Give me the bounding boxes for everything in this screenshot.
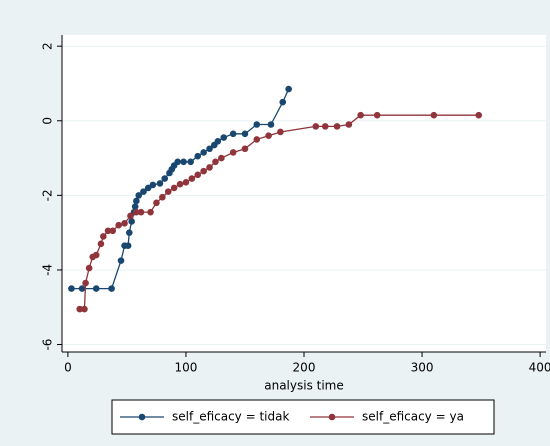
point bbox=[333, 123, 341, 130]
point bbox=[312, 123, 320, 130]
x-tick-label: 300 bbox=[411, 361, 434, 375]
point bbox=[127, 212, 134, 220]
point bbox=[81, 305, 88, 313]
point bbox=[128, 218, 135, 225]
point bbox=[180, 158, 187, 166]
point bbox=[430, 111, 438, 119]
point bbox=[206, 164, 213, 171]
point bbox=[265, 132, 272, 139]
point bbox=[147, 208, 154, 216]
point bbox=[144, 184, 152, 192]
point bbox=[253, 121, 261, 128]
point bbox=[135, 192, 143, 199]
point bbox=[170, 184, 178, 192]
point bbox=[153, 199, 160, 207]
point bbox=[109, 227, 117, 235]
point bbox=[279, 98, 287, 106]
point bbox=[200, 167, 207, 175]
point bbox=[194, 152, 202, 160]
legend-label: self_eficacy = ya bbox=[362, 410, 464, 424]
point bbox=[76, 305, 84, 313]
point bbox=[97, 240, 105, 248]
point bbox=[267, 121, 275, 128]
point bbox=[357, 111, 364, 119]
point bbox=[218, 154, 225, 162]
point bbox=[285, 85, 292, 93]
point bbox=[220, 134, 228, 141]
legend bbox=[111, 399, 495, 435]
x-axis-label: analysis time bbox=[264, 379, 344, 393]
point bbox=[92, 251, 100, 259]
point bbox=[100, 233, 107, 240]
point bbox=[164, 188, 172, 195]
y-tick-label: 0 bbox=[41, 117, 55, 125]
legend-marker bbox=[328, 413, 336, 421]
point bbox=[176, 180, 184, 188]
point bbox=[68, 285, 75, 292]
x-tick-label: 200 bbox=[293, 361, 316, 375]
y-tick-label: -2 bbox=[41, 189, 55, 201]
point bbox=[140, 188, 147, 195]
point bbox=[137, 208, 145, 216]
point bbox=[133, 208, 140, 216]
y-tick-label: -6 bbox=[41, 339, 55, 351]
point bbox=[214, 137, 222, 145]
point bbox=[131, 203, 139, 210]
plot-area bbox=[62, 35, 546, 352]
point bbox=[108, 285, 115, 292]
point bbox=[206, 145, 213, 153]
point bbox=[124, 242, 132, 250]
point bbox=[200, 149, 207, 156]
point bbox=[373, 111, 381, 119]
point bbox=[212, 158, 219, 166]
point bbox=[253, 136, 261, 143]
point bbox=[133, 197, 140, 205]
point bbox=[229, 149, 237, 156]
point bbox=[241, 130, 249, 138]
point bbox=[321, 123, 329, 130]
point bbox=[149, 181, 157, 189]
point bbox=[277, 128, 284, 136]
point bbox=[194, 171, 202, 179]
point bbox=[475, 111, 483, 119]
point bbox=[187, 158, 194, 166]
point bbox=[182, 179, 190, 186]
point bbox=[161, 175, 169, 182]
point bbox=[117, 257, 125, 264]
point bbox=[78, 285, 86, 292]
point bbox=[229, 130, 237, 138]
point bbox=[92, 285, 100, 292]
y-tick-label: 2 bbox=[41, 42, 55, 50]
x-tick-label: 100 bbox=[174, 361, 197, 375]
x-tick-label: 400 bbox=[529, 361, 550, 375]
y-tick-label: -4 bbox=[41, 264, 55, 276]
legend-label: self_eficacy = tidak bbox=[172, 410, 289, 424]
point bbox=[125, 229, 133, 236]
point bbox=[159, 193, 166, 201]
point bbox=[104, 227, 112, 235]
point bbox=[82, 279, 89, 287]
point bbox=[115, 221, 122, 229]
point bbox=[188, 175, 196, 182]
point bbox=[241, 145, 249, 153]
point bbox=[121, 220, 128, 227]
point bbox=[345, 121, 353, 128]
legend-marker bbox=[138, 413, 146, 421]
point bbox=[174, 158, 181, 166]
point bbox=[156, 180, 164, 187]
x-tick-label: 0 bbox=[64, 361, 72, 375]
point bbox=[85, 264, 93, 272]
